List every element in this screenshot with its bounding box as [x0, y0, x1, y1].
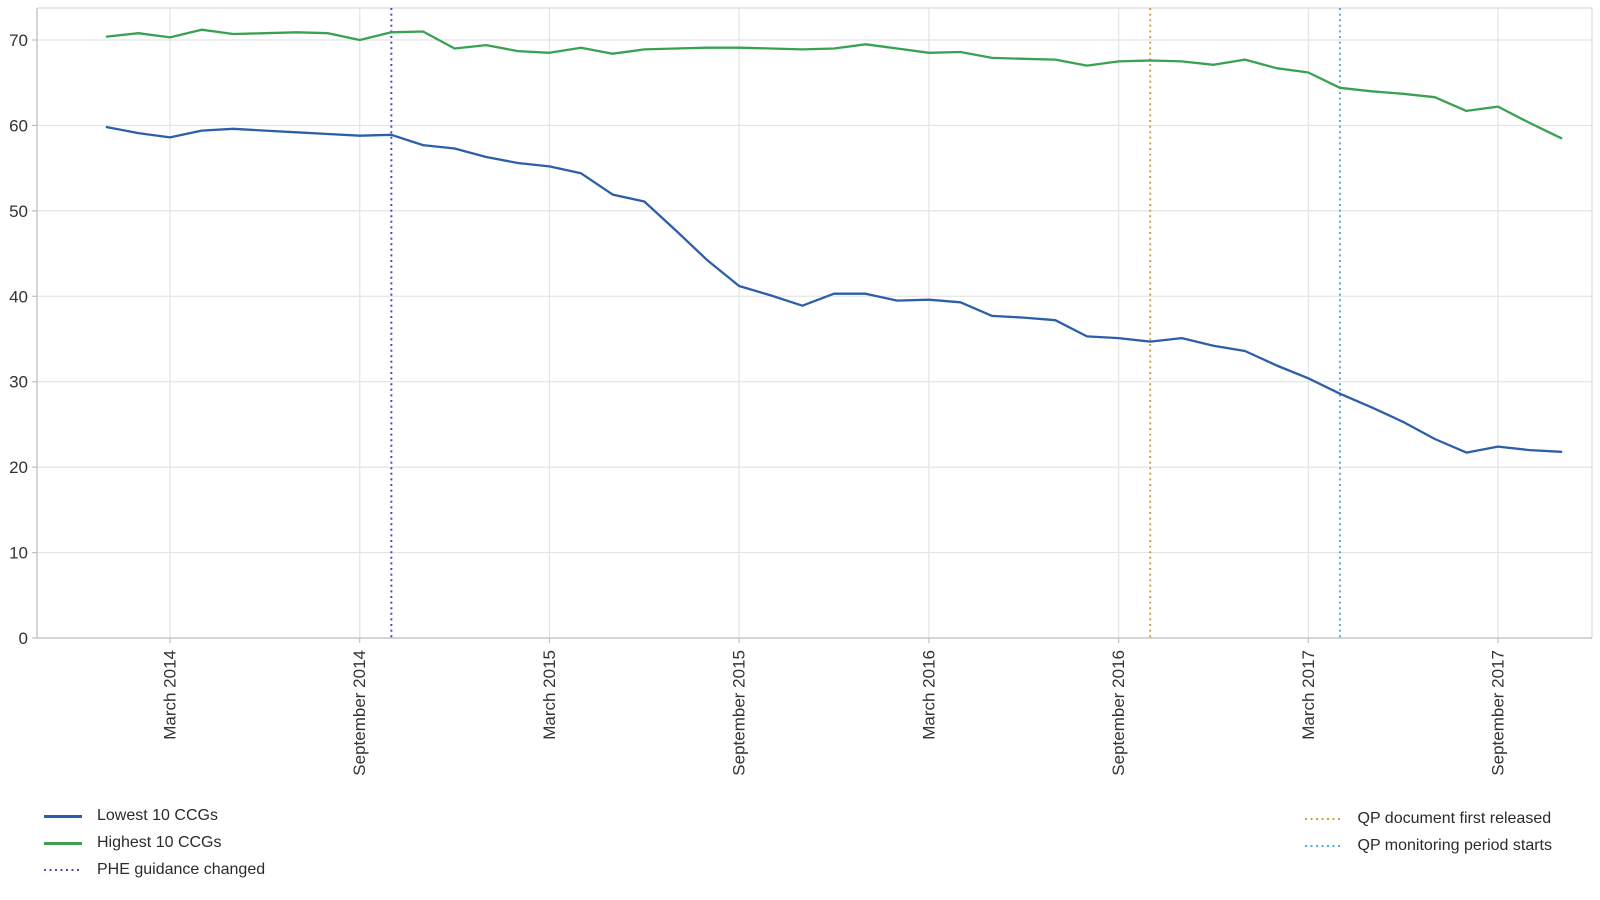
y-tick-label-30: 30 — [9, 373, 28, 392]
legend-right: QP document first released QP monitoring… — [1304, 809, 1552, 863]
series-line-lowest-10-ccgs — [105, 125, 1563, 454]
legend-item-highest-10-ccgs: Highest 10 CCGs — [44, 833, 265, 853]
x-tick-label-march-2017: March 2017 — [1299, 650, 1318, 740]
legend-item-qp-monitoring-period-starts: QP monitoring period starts — [1304, 836, 1552, 856]
x-tick-label-march-2016: March 2016 — [919, 650, 938, 740]
x-tick-label-september-2017: September 2017 — [1489, 650, 1508, 776]
legend-item-qp-document-first-released: QP document first released — [1304, 809, 1552, 829]
y-tick-label-50: 50 — [9, 202, 28, 221]
legend-left: Lowest 10 CCGs Highest 10 CCGs PHE guida… — [44, 806, 265, 887]
y-tick-label-40: 40 — [9, 287, 28, 306]
legend-swatch-qp-document-first-released — [1304, 818, 1343, 820]
legend-item-phe-guidance-changed: PHE guidance changed — [44, 860, 265, 880]
x-tick-label-march-2014: March 2014 — [161, 650, 180, 740]
legend-swatch-phe-guidance-changed — [44, 869, 82, 871]
x-tick-label-march-2015: March 2015 — [540, 650, 559, 740]
legend-label-lowest-10-ccgs: Lowest 10 CCGs — [97, 807, 218, 824]
legend-label-highest-10-ccgs: Highest 10 CCGs — [97, 834, 222, 851]
legend-swatch-lowest-10-ccgs — [44, 814, 82, 818]
plot-area — [37, 8, 1592, 638]
legend-swatch-qp-monitoring-period-starts — [1304, 845, 1343, 847]
y-tick-label-0: 0 — [19, 629, 28, 648]
y-tick-label-60: 60 — [9, 116, 28, 135]
series-line-highest-10-ccgs — [105, 28, 1563, 140]
y-tick-label-20: 20 — [9, 458, 28, 477]
legend-label-phe-guidance-changed: PHE guidance changed — [97, 861, 266, 878]
legend-item-lowest-10-ccgs: Lowest 10 CCGs — [44, 806, 265, 826]
legend-label-qp-document-first-released: QP document first released — [1357, 810, 1552, 827]
y-tick-label-10: 10 — [9, 544, 28, 563]
y-tick-label-70: 70 — [9, 31, 28, 50]
x-tick-label-september-2015: September 2015 — [730, 650, 749, 776]
legend-swatch-highest-10-ccgs — [44, 841, 82, 845]
x-tick-label-september-2014: September 2014 — [350, 650, 369, 776]
x-tick-label-september-2016: September 2016 — [1109, 650, 1128, 776]
legend-label-qp-monitoring-period-starts: QP monitoring period starts — [1357, 837, 1552, 854]
